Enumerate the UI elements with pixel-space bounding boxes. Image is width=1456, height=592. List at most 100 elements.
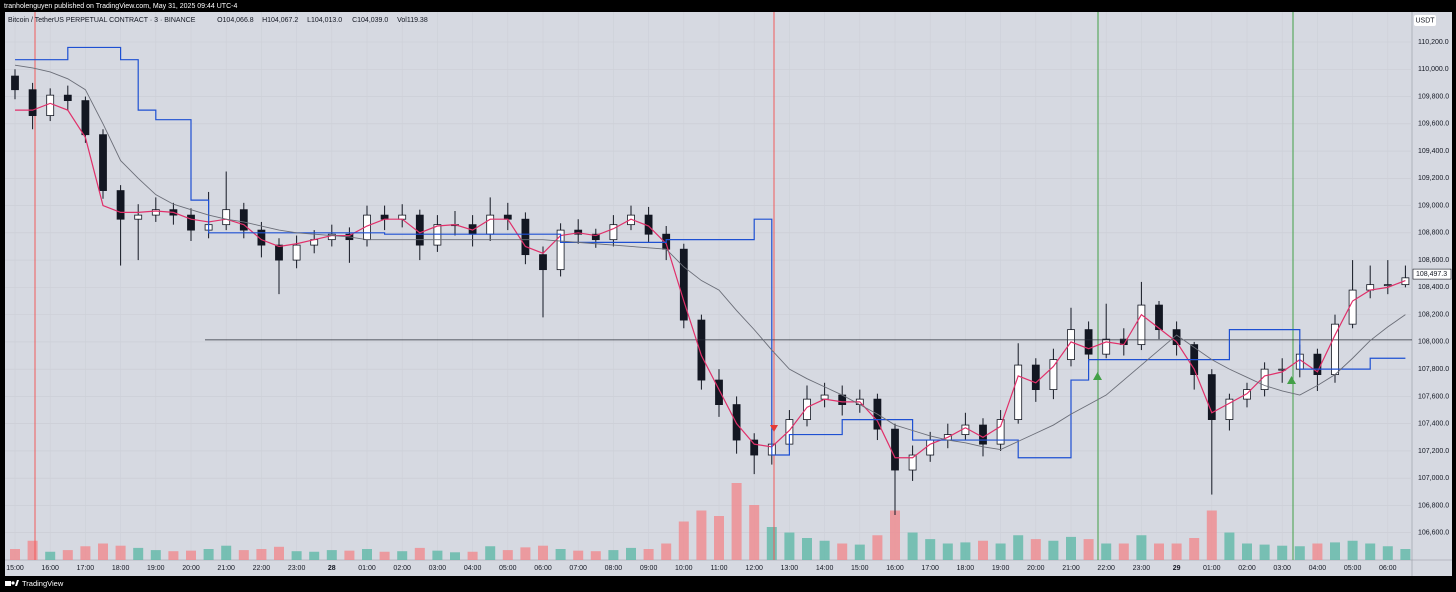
signal-markers — [770, 372, 1296, 432]
candle-body — [151, 209, 160, 216]
volume-bar — [1277, 545, 1288, 560]
volume-bar — [714, 516, 724, 560]
candle-body — [803, 398, 811, 420]
candle-body — [732, 404, 741, 441]
candle-body — [486, 214, 495, 235]
y-tick-label: 108,800.0 — [1418, 230, 1449, 237]
candle-body — [222, 209, 231, 226]
lines-layer — [14, 46, 1412, 459]
volume-bar — [256, 549, 267, 560]
indicator-line — [15, 46, 1406, 459]
buy-marker — [1093, 372, 1102, 380]
candle-body — [574, 229, 583, 235]
volume-bar — [1259, 544, 1270, 560]
volume-bar — [1382, 546, 1393, 560]
brand: TradingView — [5, 579, 64, 588]
volume-bar — [995, 543, 1006, 560]
candle-body — [591, 233, 600, 241]
volume-bar — [802, 538, 812, 560]
volume-bar — [326, 550, 337, 560]
grid — [5, 12, 1412, 560]
x-tick-label: 22:00 — [253, 565, 271, 572]
y-tick-label: 108,600.0 — [1418, 257, 1449, 264]
y-tick-label: 107,600.0 — [1418, 393, 1449, 400]
volume-bar — [1242, 543, 1252, 560]
volume-bar — [1224, 532, 1235, 560]
brand-logo — [11, 581, 15, 585]
y-tick-label: 107,400.0 — [1418, 421, 1449, 428]
legend-value: L104,013.0 — [307, 17, 342, 24]
brand-logo — [5, 581, 11, 586]
x-tick-label: 03:00 — [1273, 565, 1291, 572]
candle-body — [1102, 338, 1111, 355]
candle-body — [275, 244, 283, 261]
candle-body — [415, 214, 424, 246]
indicator-line — [14, 64, 1406, 451]
legend-value: O104,066.8 — [217, 17, 254, 24]
y-tick-label: 109,000.0 — [1418, 202, 1449, 209]
volume-bar — [1154, 543, 1164, 560]
x-tick-label: 12:00 — [745, 565, 763, 572]
volume-bar — [890, 510, 900, 560]
volume-bar — [10, 549, 20, 560]
candle-body — [1014, 364, 1023, 420]
candle-body — [503, 214, 512, 220]
x-tick-label: 05:00 — [499, 565, 517, 572]
candle-body — [1331, 323, 1339, 376]
y-tick-label: 108,000.0 — [1418, 339, 1449, 346]
volume-bar — [467, 551, 478, 560]
y-tick-label: 109,400.0 — [1418, 148, 1449, 155]
candle-body — [398, 214, 407, 220]
volume-bar — [80, 546, 91, 560]
volume-bar — [309, 551, 320, 560]
volume-bar — [485, 546, 496, 560]
volume-bar — [397, 551, 408, 560]
x-tick-label: 16:00 — [886, 565, 904, 572]
x-tick-label: 19:00 — [147, 565, 165, 572]
candle-body — [1031, 364, 1040, 391]
volume-bar — [837, 543, 848, 560]
y-tick-label: 106,600.0 — [1418, 530, 1449, 537]
volume-bar — [1330, 542, 1340, 560]
candle-body — [380, 214, 389, 220]
x-tick-label: 04:00 — [464, 565, 482, 572]
volume-bar — [819, 540, 830, 560]
x-tick-label: 02:00 — [1238, 565, 1256, 572]
candle-body — [979, 424, 987, 445]
x-tick-label: 19:00 — [992, 565, 1010, 572]
y-tick-label: 110,000.0 — [1418, 66, 1449, 73]
y-tick-label: 110,200.0 — [1418, 39, 1449, 46]
volume-bar — [766, 527, 777, 560]
volume-bar — [1118, 543, 1129, 560]
price-axis: 110,200.0 110,000.0 109,800.0 109,600.0 109,… — [1412, 39, 1452, 537]
candle-body — [715, 379, 723, 405]
currency-badge[interactable] — [1414, 15, 1436, 26]
candle-body — [257, 229, 266, 246]
x-tick-label: 09:00 — [640, 565, 658, 572]
volume-bar — [626, 547, 636, 560]
volume-bar — [573, 550, 584, 560]
x-tick-label: 18:00 — [112, 565, 130, 572]
candle-body — [961, 424, 970, 435]
volume-bar — [1365, 543, 1376, 560]
chart-background — [5, 12, 1452, 576]
volume-bar — [450, 552, 460, 560]
x-tick-label: 05:00 — [1344, 565, 1362, 572]
volume-bar — [1312, 543, 1323, 560]
volume-bar — [678, 521, 689, 560]
volume-bar — [238, 550, 249, 560]
volume-bar — [942, 543, 953, 560]
x-tick-label: 07:00 — [569, 565, 587, 572]
signal-lines — [34, 12, 1294, 560]
x-tick-label: 17:00 — [921, 565, 939, 572]
x-tick-label: 20:00 — [1027, 565, 1045, 572]
buy-marker — [1287, 376, 1296, 384]
x-tick-label: 29 — [1173, 565, 1181, 572]
brand-name: TradingView — [22, 579, 64, 588]
candle-body — [1067, 329, 1075, 361]
volume-bar — [344, 550, 355, 560]
volume-bar — [960, 542, 971, 560]
currency-label[interactable]: USDT — [1415, 17, 1435, 24]
x-tick-label: 01:00 — [1203, 565, 1221, 572]
candle-body — [539, 254, 547, 271]
